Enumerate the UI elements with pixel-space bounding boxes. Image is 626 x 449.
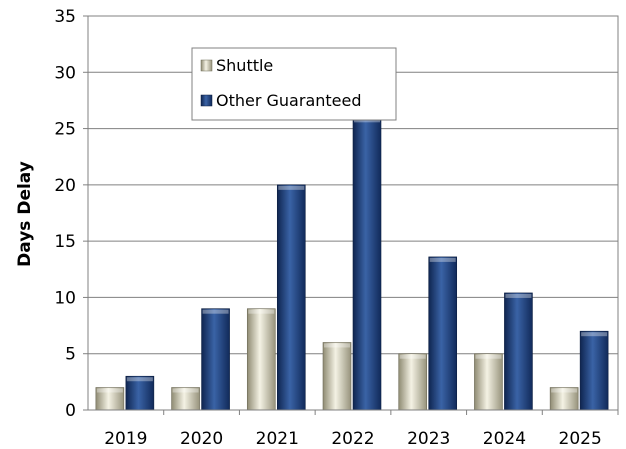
bar-bevel xyxy=(126,377,153,382)
y-tick-label: 5 xyxy=(65,345,76,365)
legend-label-other-guaranteed: Other Guaranteed xyxy=(216,91,362,110)
bar-bevel xyxy=(429,257,456,262)
bar-bevel xyxy=(96,388,123,393)
bar-other-guaranteed-2019 xyxy=(125,375,155,411)
y-axis-title: Days Delay xyxy=(15,161,35,267)
bar-shuttle-2024 xyxy=(474,353,503,411)
x-tick-label: 2021 xyxy=(256,429,299,449)
bar-bevel xyxy=(399,354,426,359)
y-tick-label: 35 xyxy=(54,7,76,27)
x-tick-label: 2020 xyxy=(180,429,223,449)
x-tick-label: 2019 xyxy=(104,429,147,449)
y-axis-ticks: 0 5 10 15 20 25 30 35 xyxy=(54,7,88,421)
x-tick-label: 2022 xyxy=(331,429,374,449)
bar-other-guaranteed-2023 xyxy=(428,256,458,411)
bar-shuttle-2022 xyxy=(322,342,352,411)
bar-bevel xyxy=(505,293,532,298)
plot-area-frame xyxy=(87,15,619,411)
bar-bevel xyxy=(551,388,578,393)
bars xyxy=(95,117,609,411)
legend-swatch-shuttle xyxy=(200,59,213,72)
y-tick-label: 30 xyxy=(54,63,76,83)
bar-other-guaranteed-2020 xyxy=(201,308,230,411)
legend-label-shuttle: Shuttle xyxy=(216,56,273,75)
x-tick-label: 2023 xyxy=(407,429,450,449)
legend-box xyxy=(191,47,397,121)
bar-other-guaranteed-2024 xyxy=(504,292,533,411)
bar-other-guaranteed-2025 xyxy=(579,330,609,411)
y-tick-label: 15 xyxy=(54,232,76,252)
bar-bevel xyxy=(324,343,350,348)
bar-shuttle-2021 xyxy=(246,308,276,411)
y-tick-label: 20 xyxy=(54,176,76,196)
x-tick-label: 2024 xyxy=(483,429,526,449)
legend: Shuttle Other Guaranteed xyxy=(191,47,397,121)
bar-other-guaranteed-2022 xyxy=(352,117,382,411)
bar-bevel xyxy=(475,354,502,359)
legend-swatch-other-guaranteed xyxy=(200,94,213,107)
bar-shuttle-2023 xyxy=(398,353,428,411)
bar-bevel xyxy=(172,388,199,393)
bar-other-guaranteed-2021 xyxy=(276,184,306,411)
y-tick-label: 0 xyxy=(65,401,76,421)
bar-bevel xyxy=(248,309,275,314)
bar-bevel xyxy=(202,309,229,314)
y-tick-label: 25 xyxy=(54,120,76,140)
y-tick-label: 10 xyxy=(54,288,76,308)
x-axis-ticks: 2019 2020 2021 2022 2023 2024 2025 xyxy=(104,410,619,449)
bar-bevel xyxy=(581,332,608,337)
bar-bevel xyxy=(278,185,305,190)
x-tick-label: 2025 xyxy=(559,429,602,449)
